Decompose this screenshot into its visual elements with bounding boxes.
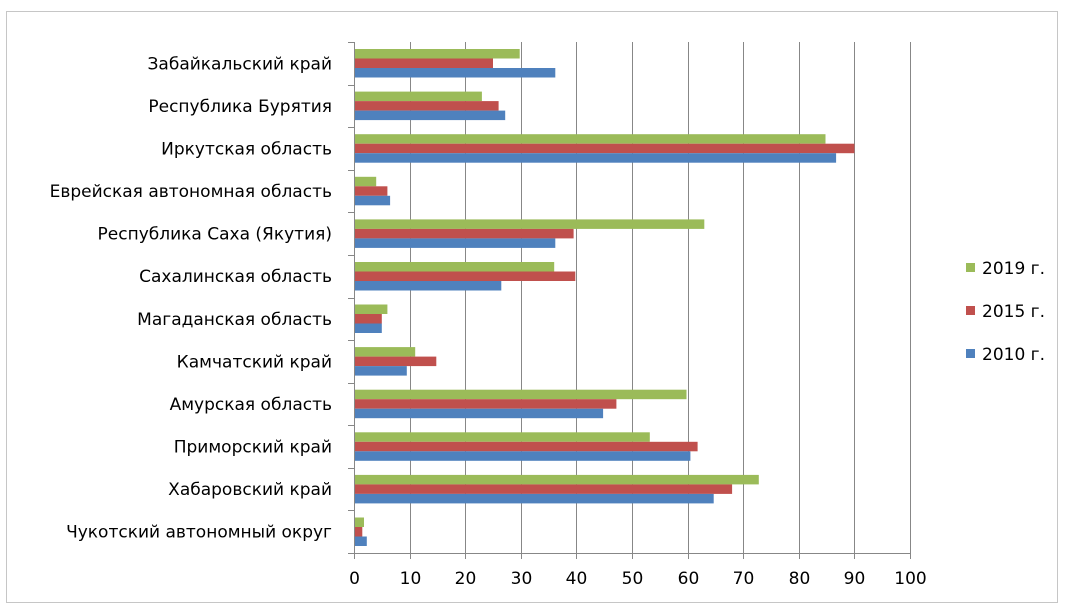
legend-swatch bbox=[966, 306, 975, 315]
x-tick-label: 20 bbox=[455, 569, 477, 589]
bar-2015 bbox=[355, 527, 363, 537]
legend-label: 2019 г. bbox=[982, 259, 1045, 279]
category-label: Магаданская область bbox=[137, 310, 332, 330]
bar-2010 bbox=[355, 68, 556, 78]
category-label: Камчатский край bbox=[177, 352, 332, 372]
legend-swatch bbox=[966, 263, 975, 272]
x-tick-label: 30 bbox=[511, 569, 533, 589]
bar-2010 bbox=[355, 536, 367, 546]
bar-2015 bbox=[355, 228, 574, 239]
category-label: Приморский край bbox=[174, 438, 332, 458]
x-tick-label: 50 bbox=[622, 569, 644, 589]
bar-2019 bbox=[355, 49, 520, 59]
bar-2010 bbox=[355, 195, 391, 206]
category-label: Забайкальский край bbox=[148, 54, 332, 74]
category-label: Хабаровский край bbox=[168, 480, 332, 500]
bar-2010 bbox=[355, 110, 506, 121]
bar-2019 bbox=[355, 347, 416, 357]
bar-2015 bbox=[355, 143, 855, 154]
bar-2019 bbox=[355, 389, 687, 400]
x-tick-label: 40 bbox=[566, 569, 588, 589]
bar-2015 bbox=[355, 58, 493, 68]
bar-2010 bbox=[355, 323, 382, 333]
bar-2019 bbox=[355, 134, 826, 144]
x-tick-label: 10 bbox=[400, 569, 422, 589]
bar-2019 bbox=[355, 474, 759, 485]
bar-2019 bbox=[355, 304, 388, 314]
bar-2010 bbox=[355, 281, 502, 291]
bar-2010 bbox=[355, 366, 407, 376]
legend-label: 2010 г. bbox=[982, 345, 1045, 365]
chart-area bbox=[6, 11, 1058, 603]
category-label: Иркутская область bbox=[161, 140, 332, 160]
bar-2019 bbox=[355, 517, 364, 527]
bar-2015 bbox=[355, 186, 388, 196]
category-label: Амурская область bbox=[170, 395, 332, 415]
category-label: Республика Бурятия bbox=[148, 97, 332, 117]
bar-2019 bbox=[355, 262, 555, 272]
x-tick-label: 100 bbox=[894, 569, 926, 589]
category-label: Сахалинская область bbox=[139, 267, 332, 287]
bar-2015 bbox=[355, 399, 617, 409]
bar-2010 bbox=[355, 451, 691, 461]
category-label: Еврейская автономная область bbox=[50, 182, 332, 202]
bar-2019 bbox=[355, 91, 482, 102]
legend-swatch bbox=[966, 349, 975, 358]
x-tick-label: 70 bbox=[733, 569, 755, 589]
bar-2015 bbox=[355, 356, 437, 367]
bar-2015 bbox=[355, 314, 382, 324]
bar-2015 bbox=[355, 271, 576, 281]
x-tick-label: 90 bbox=[844, 569, 866, 589]
category-label: Республика Саха (Якутия) bbox=[98, 225, 332, 245]
bar-2015 bbox=[355, 441, 698, 452]
bar-2010 bbox=[355, 408, 604, 419]
bar-2019 bbox=[355, 176, 377, 187]
bar-2015 bbox=[355, 101, 499, 111]
bar-2010 bbox=[355, 153, 837, 163]
bar-2010 bbox=[355, 238, 556, 248]
bar-2019 bbox=[355, 219, 705, 229]
bar-2010 bbox=[355, 493, 714, 504]
legend-label: 2015 г. bbox=[982, 302, 1045, 322]
bar-2019 bbox=[355, 432, 650, 442]
x-tick-label: 80 bbox=[789, 569, 811, 589]
bar-2015 bbox=[355, 484, 733, 494]
x-tick-label: 0 bbox=[349, 569, 360, 589]
category-label: Чукотский автономный округ bbox=[66, 523, 332, 543]
x-tick-label: 60 bbox=[678, 569, 700, 589]
